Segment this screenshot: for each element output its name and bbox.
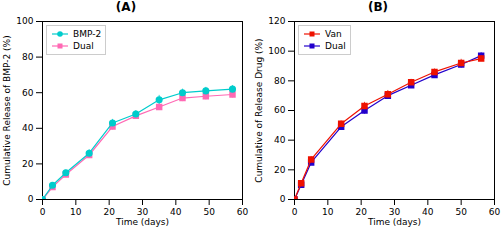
svg-text:60: 60 — [237, 207, 249, 217]
svg-text:10: 10 — [70, 207, 82, 217]
svg-text:40: 40 — [422, 207, 434, 217]
svg-text:20: 20 — [355, 207, 367, 217]
svg-text:50: 50 — [203, 207, 215, 217]
svg-text:Cumulative of Release Drug (%): Cumulative of Release Drug (%) — [254, 38, 264, 182]
svg-text:60: 60 — [22, 88, 34, 98]
svg-text:80: 80 — [274, 76, 286, 86]
html-text:Van: Van — [325, 29, 342, 39]
svg-text:Cumulative Release of BMP-2 (%: Cumulative Release of BMP-2 (%) — [2, 35, 12, 185]
svg-text:Time (days): Time (days) — [367, 217, 421, 227]
svg-text:20: 20 — [103, 207, 115, 217]
svg-text:0: 0 — [280, 194, 286, 204]
svg-text:60: 60 — [274, 105, 286, 115]
html-text:BMP-2: BMP-2 — [73, 29, 102, 39]
svg-text:40: 40 — [22, 123, 34, 133]
svg-text:10: 10 — [322, 207, 334, 217]
svg-text:60: 60 — [489, 207, 501, 217]
svg-text:80: 80 — [22, 52, 34, 62]
html-text:Dual: Dual — [325, 41, 346, 51]
html-text:(B): (B) — [367, 0, 389, 14]
svg-text:20: 20 — [22, 159, 34, 169]
svg-text:0: 0 — [28, 194, 34, 204]
html-text:Dual: Dual — [73, 41, 94, 51]
svg-text:40: 40 — [170, 207, 182, 217]
svg-text:120: 120 — [268, 16, 285, 26]
svg-text:100: 100 — [16, 16, 33, 26]
svg-text:30: 30 — [389, 207, 401, 217]
svg-text:20: 20 — [274, 165, 286, 175]
svg-text:0: 0 — [40, 207, 46, 217]
svg-text:40: 40 — [274, 135, 286, 145]
svg-text:100: 100 — [268, 46, 285, 56]
svg-text:50: 50 — [455, 207, 467, 217]
svg-text:30: 30 — [137, 207, 149, 217]
svg-text:Time (days): Time (days) — [115, 217, 169, 227]
html-text:(A): (A) — [115, 0, 137, 14]
svg-text:0: 0 — [292, 207, 298, 217]
